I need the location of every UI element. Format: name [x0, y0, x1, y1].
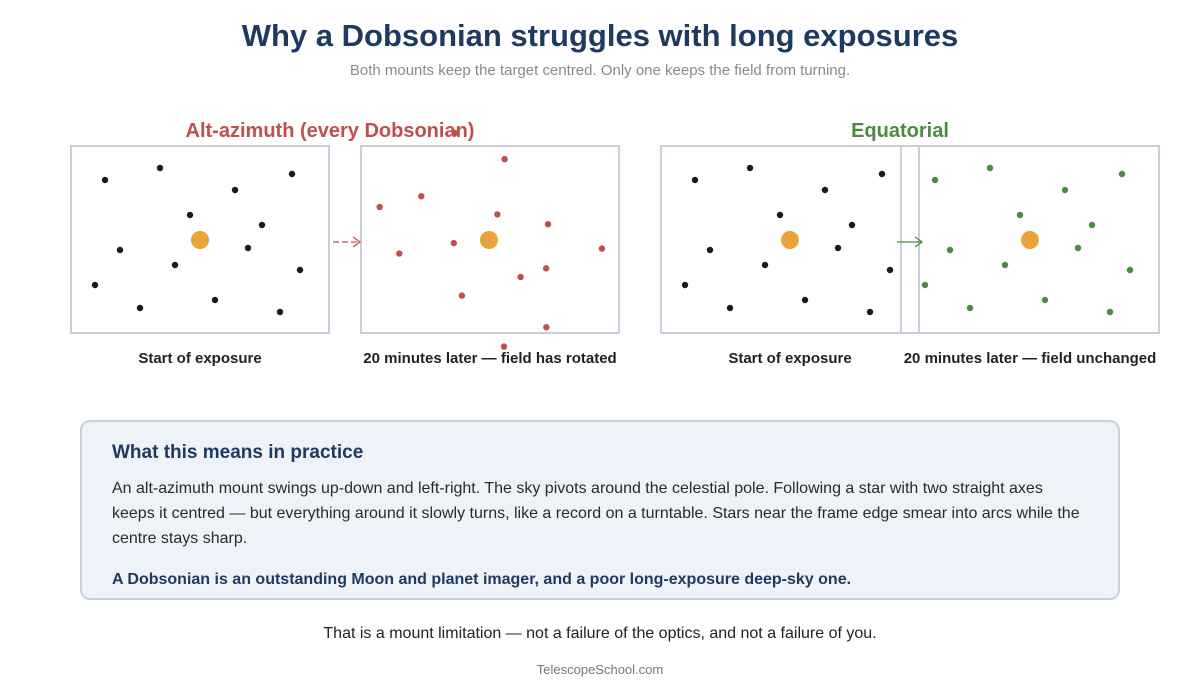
unchanged-star: [1088, 221, 1096, 229]
star: [834, 244, 842, 252]
star: [878, 170, 886, 178]
unchanged-star: [986, 164, 994, 172]
unchanged-star: [1118, 170, 1126, 178]
unchanged-star: [1061, 186, 1069, 194]
star: [296, 266, 304, 274]
rotated-star: [450, 239, 457, 247]
info-emphasis: A Dobsonian is an outstanding Moon and p…: [112, 571, 852, 588]
rotated-star: [458, 292, 466, 299]
practice-info-box: What this means in practice An alt-azimu…: [80, 420, 1120, 600]
info-heading: What this means in practice: [112, 442, 364, 463]
star: [231, 186, 239, 194]
unchanged-star: [1041, 296, 1049, 304]
star: [171, 261, 179, 269]
unchanged-star: [966, 304, 974, 312]
star: [101, 176, 109, 184]
star: [866, 308, 874, 316]
equatorial-later-frame: [900, 145, 1160, 334]
star: [156, 164, 164, 172]
rotated-star: [494, 211, 501, 218]
star: [681, 281, 689, 289]
star: [186, 211, 194, 219]
unchanged-star: [1126, 266, 1134, 274]
altaz-start-caption: Start of exposure: [138, 350, 262, 367]
star: [746, 164, 754, 172]
equatorial-start-caption: Start of exposure: [728, 350, 852, 367]
rotated-star: [544, 220, 552, 228]
rotated-star: [451, 129, 458, 137]
rotated-star: [500, 343, 508, 350]
rotated-star: [501, 155, 508, 163]
star: [691, 176, 699, 184]
star: [848, 221, 856, 229]
unchanged-star: [1074, 244, 1082, 252]
star: [761, 261, 769, 269]
unchanged-star: [1001, 261, 1009, 269]
target-star: [781, 231, 799, 249]
star: [116, 246, 124, 254]
altaz-panel-title: Alt-azimuth (every Dobsonian): [185, 120, 475, 142]
star: [276, 308, 284, 316]
rotated-star: [598, 245, 606, 252]
altaz-later-frame: [360, 145, 620, 334]
unchanged-star: [1016, 211, 1024, 219]
info-body: An alt-azimuth mount swings up-down and …: [112, 480, 1080, 547]
star: [91, 281, 99, 289]
star: [258, 221, 266, 229]
target-star: [191, 231, 209, 249]
star: [776, 211, 784, 219]
star: [136, 304, 144, 312]
closing-statement: That is a mount limitation — not a failu…: [323, 625, 877, 642]
target-star: [1021, 231, 1039, 249]
star: [821, 186, 829, 194]
unchanged-star: [946, 246, 954, 254]
site-footer: TelescopeSchool.com: [536, 662, 664, 677]
rotated-star: [418, 193, 425, 200]
altaz-later-caption: 20 minutes later — field has rotated: [363, 350, 617, 367]
star-field-diagram: [91, 129, 1134, 350]
star: [886, 266, 894, 274]
target-star: [480, 231, 498, 249]
unchanged-star: [931, 176, 939, 184]
star: [244, 244, 252, 252]
page-subtitle: Both mounts keep the target centred. Onl…: [349, 62, 851, 79]
star: [288, 170, 296, 178]
altaz-start-frame: [70, 145, 330, 334]
rotated-star: [517, 273, 524, 281]
rotation-arrow: [333, 236, 362, 248]
rotated-star: [543, 324, 550, 331]
unchanged-star: [1106, 308, 1114, 316]
tracking-arrow: [897, 236, 924, 248]
rotated-star: [376, 203, 383, 211]
page-title: Why a Dobsonian struggles with long expo…: [241, 18, 959, 53]
star: [706, 246, 714, 254]
star: [211, 296, 219, 304]
unchanged-star: [921, 281, 929, 289]
rotated-star: [542, 265, 550, 272]
star: [726, 304, 734, 312]
star: [801, 296, 809, 304]
rotated-star: [396, 250, 403, 257]
equatorial-panel-title: Equatorial: [851, 120, 949, 142]
equatorial-later-caption: 20 minutes later — field unchanged: [903, 350, 1157, 367]
